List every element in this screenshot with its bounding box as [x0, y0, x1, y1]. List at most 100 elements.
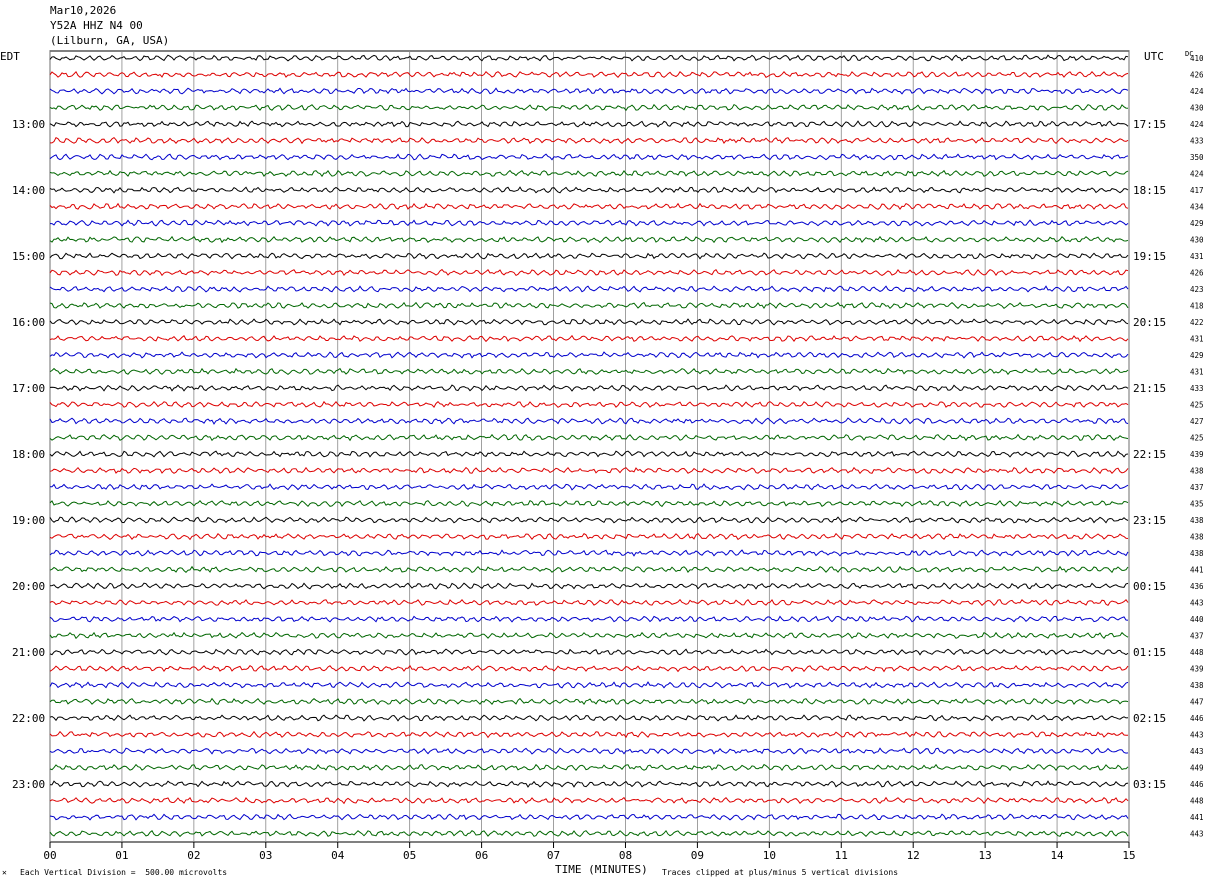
trace-row: [49, 268, 1129, 277]
left-hour-label: 18:00: [12, 448, 45, 461]
trace-row: [49, 235, 1129, 244]
dc-value: 427: [1190, 417, 1204, 426]
x-tick-label: 14: [1050, 849, 1064, 862]
location-label: (Lilburn, GA, USA): [50, 34, 170, 47]
trace-row: [50, 219, 1129, 227]
x-tick-label: 04: [331, 849, 345, 862]
x-tick-label: 11: [835, 849, 848, 862]
x-tick-label: 06: [475, 849, 488, 862]
trace-row: [49, 351, 1129, 359]
dc-value: 447: [1190, 698, 1204, 707]
dc-value: 449: [1190, 764, 1204, 773]
right-hour-label: 22:15: [1133, 448, 1166, 461]
right-hour-label: 23:15: [1133, 514, 1166, 527]
dc-value: 425: [1190, 401, 1204, 410]
right-hour-label: 21:15: [1133, 382, 1166, 395]
dc-value: 448: [1190, 797, 1204, 806]
trace-row: [49, 367, 1129, 376]
right-hour-label: 18:15: [1133, 184, 1166, 197]
dc-value: 437: [1190, 632, 1204, 641]
dc-value: 423: [1190, 285, 1204, 294]
trace-row: [49, 763, 1129, 772]
dc-value: 424: [1190, 170, 1204, 179]
trace-row: [49, 466, 1129, 475]
dc-value: 424: [1190, 120, 1204, 129]
x-tick-label: 02: [187, 849, 200, 862]
dc-value: 443: [1190, 731, 1204, 740]
dc-value: 438: [1190, 549, 1204, 558]
dc-value: 441: [1190, 566, 1204, 575]
left-hour-label: 23:00: [12, 778, 45, 791]
trace-row: [49, 829, 1129, 838]
x-tick-label: 13: [979, 849, 992, 862]
left-hour-label: 20:00: [12, 580, 45, 593]
left-hour-label: 17:00: [12, 382, 45, 395]
x-tick-label: 07: [547, 849, 560, 862]
trace-row: [49, 186, 1129, 194]
dc-value: 429: [1190, 219, 1204, 228]
station-label: Y52A HHZ N4 00: [50, 19, 143, 32]
dc-value: 448: [1190, 648, 1204, 657]
clip-mark-icon: ✕: [2, 868, 7, 877]
left-hour-label: 15:00: [12, 250, 45, 263]
trace-row: [49, 615, 1129, 623]
dc-value: 433: [1190, 137, 1204, 146]
trace-row: [50, 483, 1129, 491]
dc-value: 424: [1190, 87, 1204, 96]
right-hour-label: 19:15: [1133, 250, 1166, 263]
dc-value: 434: [1190, 203, 1204, 212]
trace-row: [49, 796, 1129, 805]
right-hour-label: 03:15: [1133, 778, 1166, 791]
right-hour-label: 01:15: [1133, 646, 1166, 659]
dc-value: 429: [1190, 351, 1204, 360]
left-timezone-label: EDT: [0, 50, 20, 63]
dc-value: 443: [1190, 830, 1204, 839]
trace-row: [49, 433, 1129, 442]
dc-value: 446: [1190, 780, 1204, 789]
trace-row: [49, 417, 1129, 425]
dc-value: 438: [1190, 681, 1204, 690]
x-tick-label: 01: [115, 849, 128, 862]
date-label: Mar10,2026: [50, 4, 117, 17]
dc-value: 440: [1190, 615, 1204, 624]
trace-row: [49, 450, 1129, 458]
dc-value: 443: [1190, 747, 1204, 756]
dc-value: 431: [1190, 368, 1204, 377]
x-tick-label: 12: [907, 849, 920, 862]
trace-row: [49, 384, 1129, 392]
trace-row: [49, 681, 1129, 689]
trace-row: [49, 169, 1129, 178]
trace-row: [49, 87, 1129, 95]
trace-row: [49, 153, 1129, 161]
right-hour-label: 00:15: [1133, 580, 1166, 593]
dc-value: 439: [1190, 450, 1204, 459]
trace-row: [49, 70, 1129, 79]
dc-value: 441: [1190, 813, 1204, 822]
scale-note: Each Vertical Division = 500.00 microvol…: [20, 868, 228, 877]
dc-value: 350: [1190, 153, 1204, 162]
x-tick-label: 03: [259, 849, 272, 862]
trace-row: [49, 631, 1129, 640]
trace-row: [49, 648, 1129, 656]
plot-frame: [49, 50, 1130, 843]
left-hour-label: 21:00: [12, 646, 45, 659]
dc-value: 426: [1190, 71, 1204, 80]
left-hour-label: 13:00: [12, 118, 45, 131]
dc-value: 438: [1190, 516, 1204, 525]
x-tick-label: 09: [691, 849, 704, 862]
trace-row: [49, 252, 1129, 260]
trace-row: [49, 120, 1129, 128]
trace-row: [50, 780, 1129, 788]
dc-value: 439: [1190, 665, 1204, 674]
dc-value: 438: [1190, 467, 1204, 476]
trace-row: [49, 54, 1129, 62]
dc-value: 433: [1190, 384, 1204, 393]
dc-value: 426: [1190, 269, 1204, 278]
x-axis-title: TIME (MINUTES): [555, 863, 648, 876]
right-hour-label: 02:15: [1133, 712, 1166, 725]
dc-value: 435: [1190, 500, 1204, 509]
left-hour-label: 19:00: [12, 514, 45, 527]
dc-value: 430: [1190, 236, 1204, 245]
trace-row: [49, 103, 1129, 112]
